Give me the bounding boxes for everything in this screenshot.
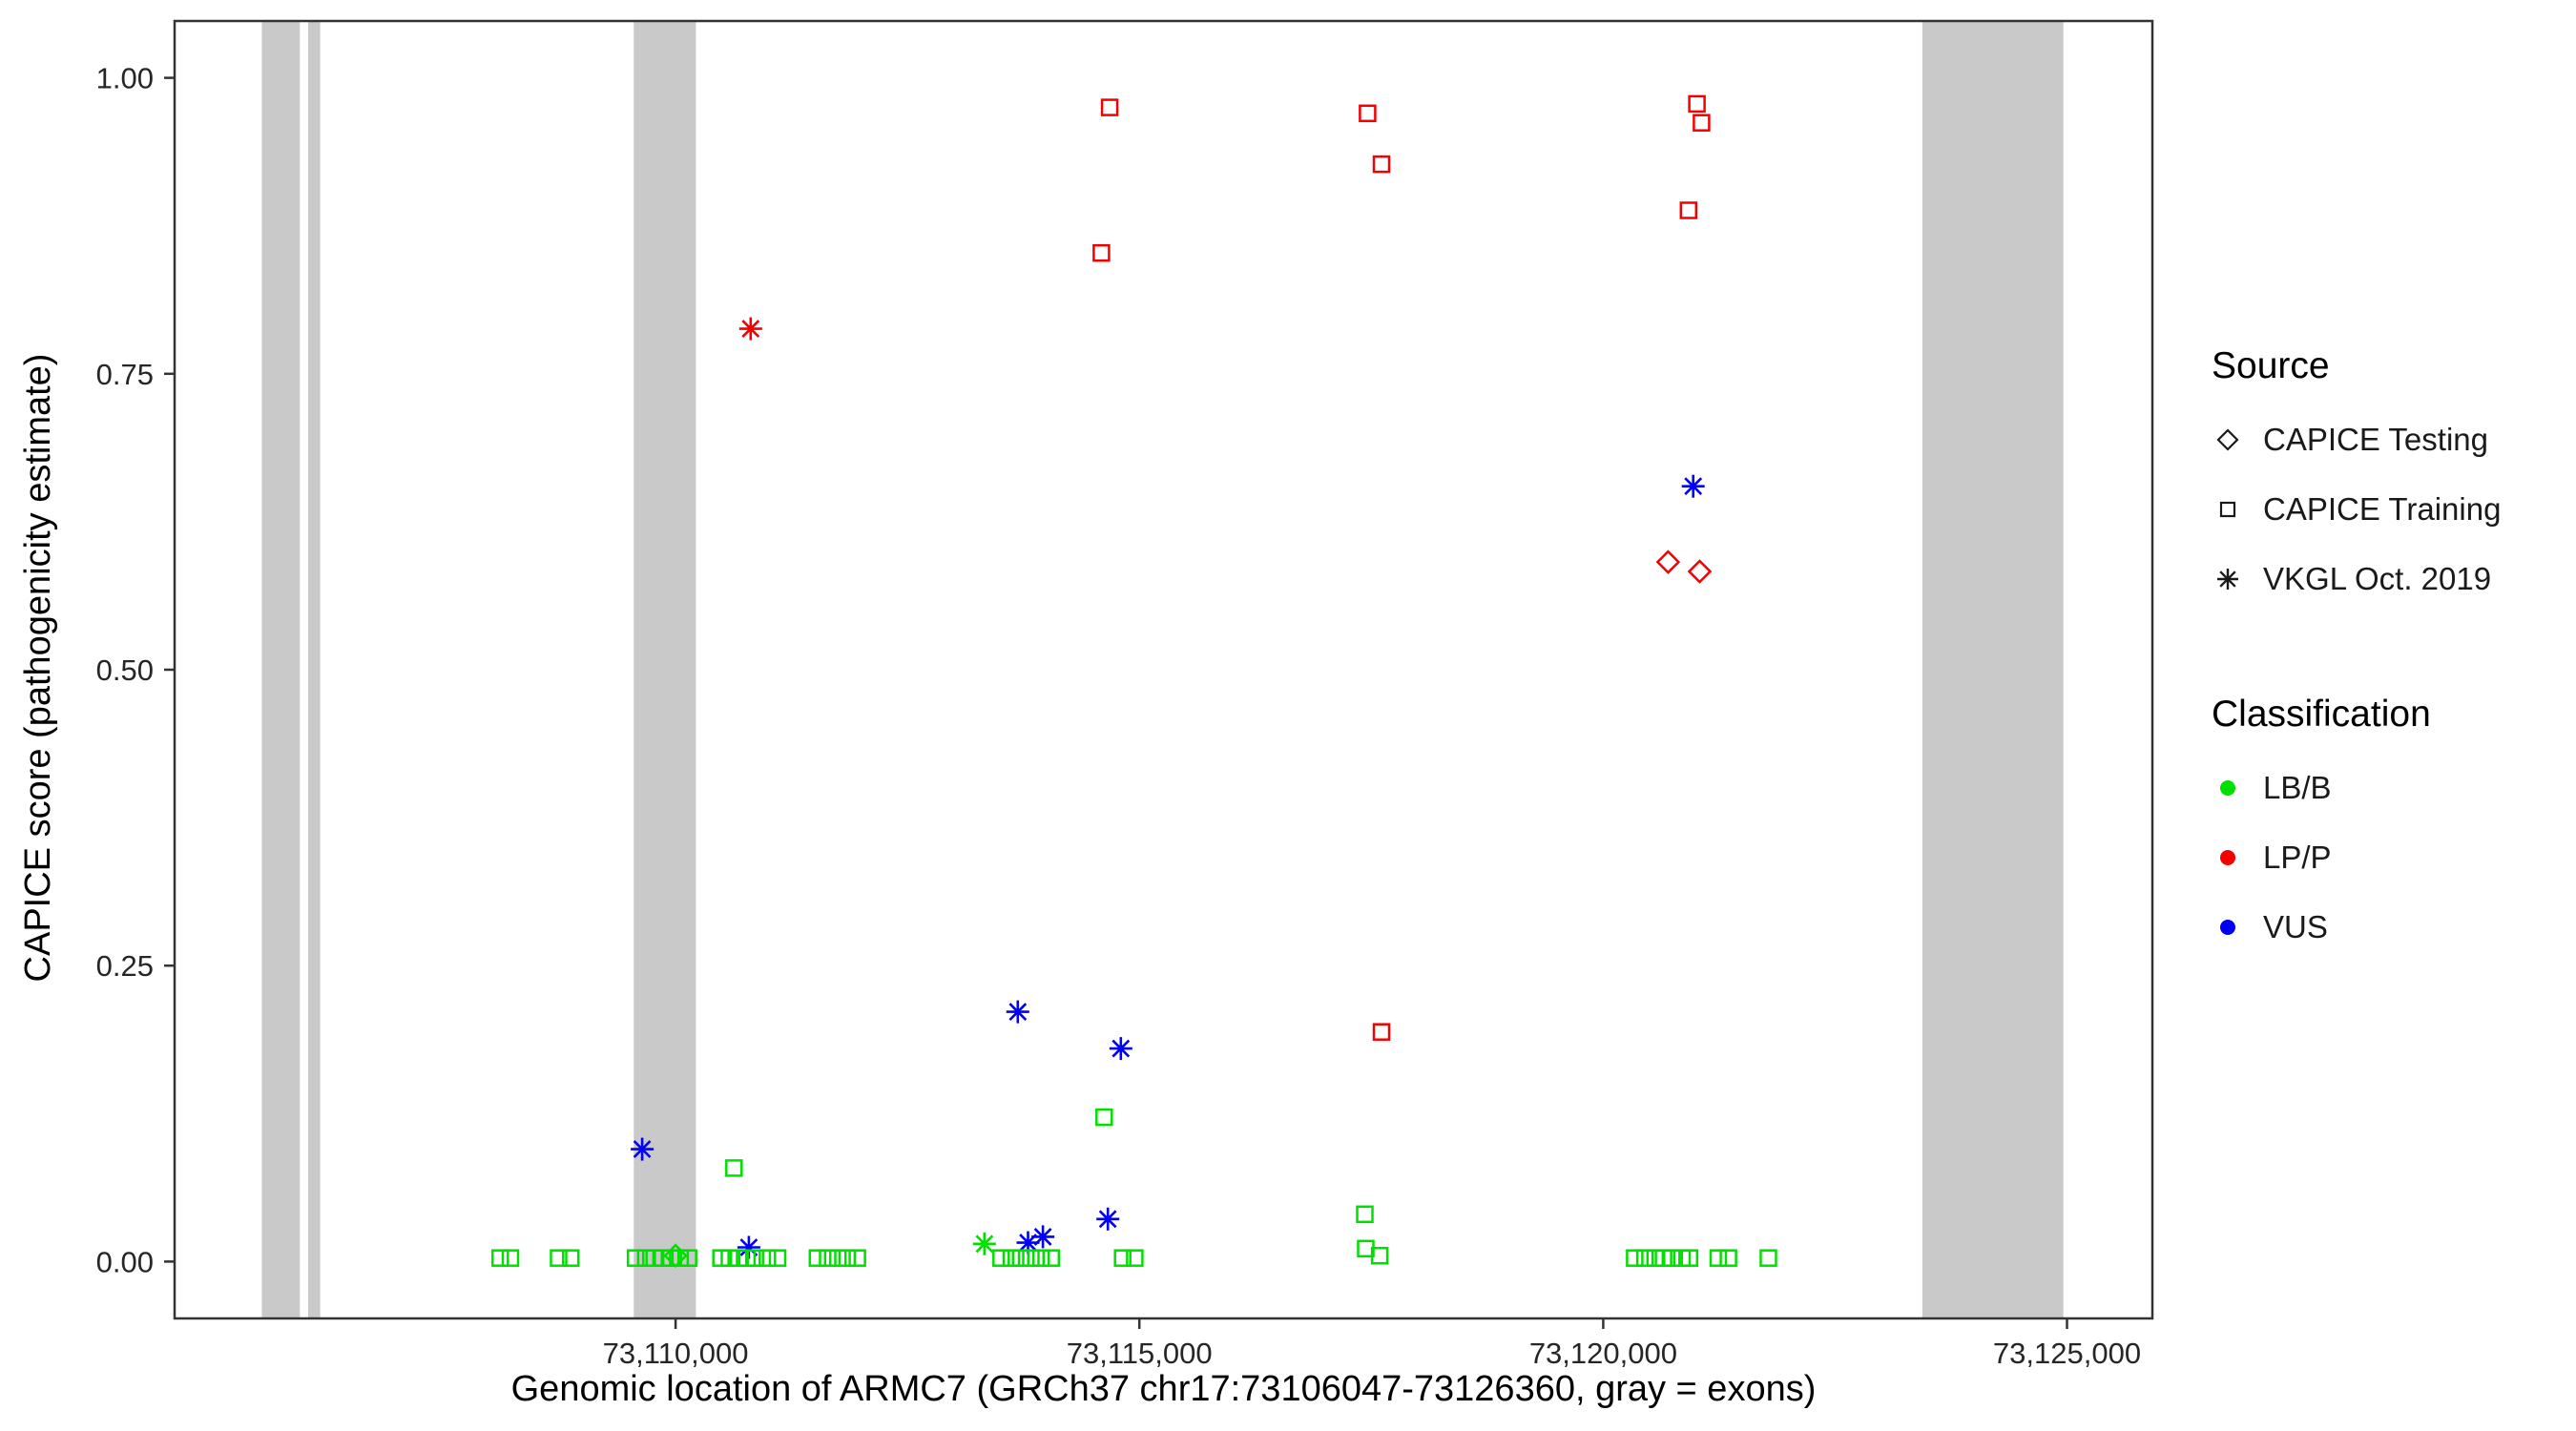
legend-item-capice-testing: CAPICE Testing (2212, 418, 2576, 462)
exon-band (308, 21, 321, 1318)
data-point-square (1011, 1249, 1030, 1267)
data-point-square (679, 1249, 697, 1267)
exon-band (634, 21, 696, 1318)
data-point-square (828, 1249, 847, 1267)
exon-band (1922, 21, 2064, 1318)
data-point-asterisk (738, 317, 762, 341)
data-point-square (1002, 1249, 1021, 1267)
data-point-square (1370, 1246, 1389, 1265)
y-axis-title: CAPICE score (pathogenicity estimate) (18, 353, 58, 983)
data-point-square (491, 1249, 509, 1267)
data-point-square (661, 1249, 680, 1267)
data-point-square (1372, 1023, 1391, 1041)
data-point-square (1679, 201, 1698, 219)
data-point-asterisk (1109, 1037, 1132, 1061)
blue-dot-icon (2220, 920, 2235, 935)
y-tick-label: 1.00 (96, 62, 154, 95)
data-point-square (992, 1249, 1010, 1267)
data-point-square (720, 1249, 738, 1267)
data-point-asterisk (1681, 474, 1705, 498)
data-point-square (848, 1249, 866, 1267)
data-point-diamond (1687, 559, 1713, 584)
data-point-square (1709, 1249, 1728, 1267)
legend-item-label: LB/B (2263, 770, 2332, 805)
y-tick-label: 0.75 (96, 358, 154, 391)
data-point-diamond (1655, 550, 1681, 574)
plot-panel (175, 21, 2152, 1318)
data-point-square (1359, 104, 1377, 123)
data-point-square (561, 1249, 580, 1267)
data-point-square (1693, 114, 1711, 132)
data-point-square (808, 1249, 827, 1267)
data-point-square (1719, 1249, 1737, 1267)
x-tick-label: 73,115,000 (1067, 1337, 1213, 1370)
data-point-asterisk (1096, 1207, 1120, 1231)
data-point-square (1688, 94, 1706, 114)
data-point-asterisk (1031, 1225, 1055, 1249)
red-dot-icon (2220, 850, 2235, 865)
data-point-square (1095, 1108, 1113, 1127)
legend-item-vkgl: VKGL Oct. 2019 (2212, 557, 2576, 601)
data-point-square (1372, 155, 1391, 174)
data-point-square (550, 1249, 568, 1267)
x-tick-label: 73,110,000 (603, 1337, 749, 1370)
data-point-square (501, 1249, 520, 1267)
data-point-square (1680, 1249, 1699, 1267)
square-icon (2219, 501, 2236, 518)
data-point-square (1126, 1249, 1144, 1267)
data-point-asterisk (1006, 1000, 1029, 1024)
data-point-asterisk (972, 1232, 996, 1255)
legend-item-label: LP/P (2263, 840, 2332, 875)
legend-item-label: CAPICE Testing (2263, 422, 2488, 457)
data-point-square (1663, 1249, 1681, 1267)
x-axis-title: Genomic location of ARMC7 (GRCh37 chr17:… (510, 1369, 1817, 1409)
green-dot-icon (2220, 780, 2235, 796)
data-point-asterisk (631, 1137, 654, 1161)
data-point-square (819, 1249, 837, 1267)
data-point-square (725, 1159, 743, 1177)
legend-item-label: VKGL Oct. 2019 (2263, 561, 2492, 596)
data-point-square (768, 1249, 787, 1267)
data-point-square (1356, 1205, 1374, 1224)
data-point-square (758, 1249, 777, 1267)
data-point-square (1022, 1249, 1040, 1267)
data-point-square (626, 1249, 645, 1267)
legend-source-title: Source (2212, 345, 2330, 386)
legend-item-label: CAPICE Training (2263, 491, 2502, 527)
y-tick-label: 0.50 (96, 653, 154, 687)
x-tick-label: 73,125,000 (1993, 1337, 2141, 1370)
y-tick-label: 0.25 (96, 949, 154, 983)
legend-item-vus: VUS (2212, 905, 2576, 949)
legend: Source CAPICE Testing CAPICE Training (2212, 345, 2576, 975)
diamond-icon (2216, 428, 2239, 451)
data-point-square (1635, 1249, 1654, 1267)
data-point-square (1626, 1249, 1644, 1267)
y-tick-label: 0.00 (96, 1245, 154, 1278)
legend-classification-title: Classification (2212, 694, 2431, 735)
data-point-square (746, 1249, 764, 1267)
data-point-square (1092, 243, 1111, 262)
legend-item-label: VUS (2263, 909, 2328, 944)
data-point-square (1759, 1249, 1777, 1267)
data-point-square (1113, 1249, 1132, 1267)
x-tick-label: 73,120,000 (1529, 1337, 1677, 1370)
legend-section-gap (2212, 627, 2576, 694)
data-point-square (838, 1249, 857, 1267)
legend-item-capice-training: CAPICE Training (2212, 487, 2576, 531)
asterisk-icon (2217, 569, 2238, 590)
legend-item-lpp: LP/P (2212, 836, 2576, 880)
data-point-square (1031, 1249, 1050, 1267)
exon-band (261, 21, 301, 1318)
legend-item-lbb: LB/B (2212, 766, 2576, 810)
data-point-square (1100, 98, 1119, 116)
data-point-square (1042, 1249, 1061, 1267)
